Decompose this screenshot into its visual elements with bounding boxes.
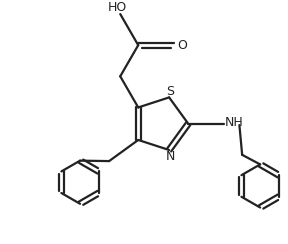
Text: O: O bbox=[177, 39, 187, 52]
Text: N: N bbox=[166, 150, 175, 163]
Text: S: S bbox=[166, 85, 175, 98]
Text: HO: HO bbox=[107, 1, 126, 14]
Text: NH: NH bbox=[225, 116, 243, 129]
